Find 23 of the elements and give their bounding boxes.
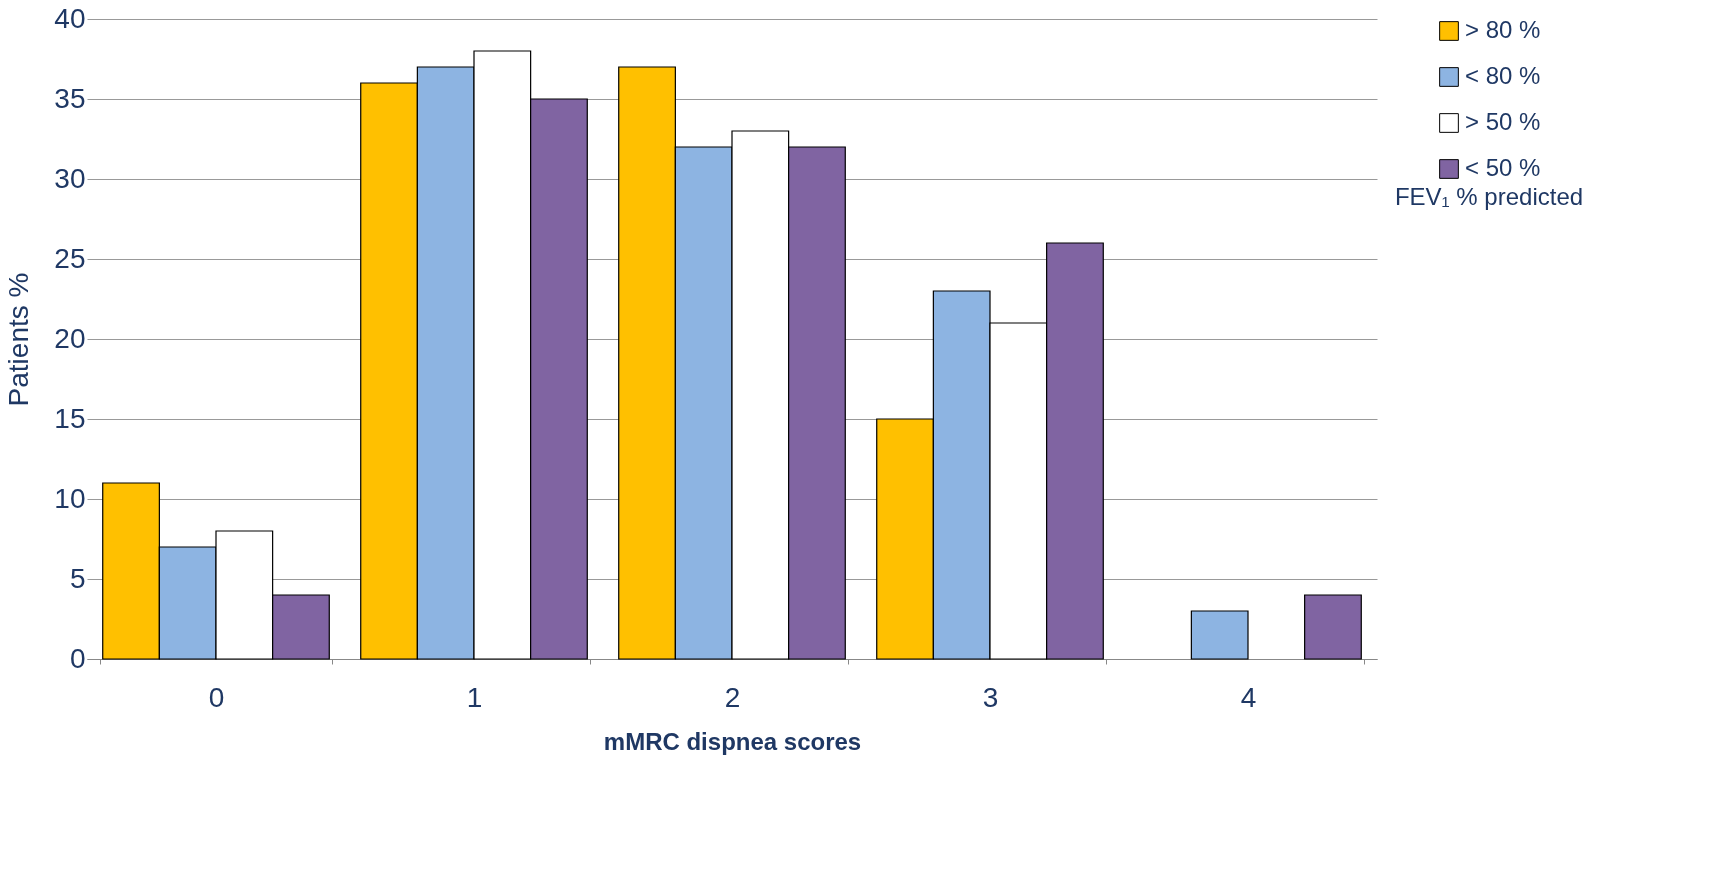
y-tick-label: 15: [54, 402, 86, 434]
x-axis-title: mMRC dispnea scores: [603, 727, 862, 755]
x-tick-label: 3: [982, 681, 999, 713]
y-tick-label: 40: [54, 2, 86, 34]
x-tick-label: 1: [466, 681, 483, 713]
x-tick-label: 4: [1240, 681, 1257, 713]
x-tick-label: 0: [208, 681, 225, 713]
legend-label: < 80 %: [1465, 62, 1541, 89]
y-tick-label: 5: [69, 562, 86, 594]
y-tick-label: 35: [54, 82, 86, 114]
bar: [1190, 610, 1249, 660]
y-tick-label: 0: [69, 642, 86, 674]
legend-title: FEV₁ % predicted: [1394, 183, 1584, 210]
y-tick-label: 25: [54, 242, 86, 274]
legend-label: > 80 %: [1465, 16, 1541, 43]
y-tick-label: 20: [54, 322, 86, 354]
y-axis-title: Patients %: [3, 272, 35, 407]
y-tick-label: 10: [54, 482, 86, 514]
x-tick-label: 2: [724, 681, 741, 713]
y-tick-label: 30: [54, 162, 86, 194]
legend-label: < 50 %: [1465, 154, 1541, 181]
bar: [1304, 594, 1362, 660]
legend-label: > 50 %: [1465, 108, 1541, 135]
